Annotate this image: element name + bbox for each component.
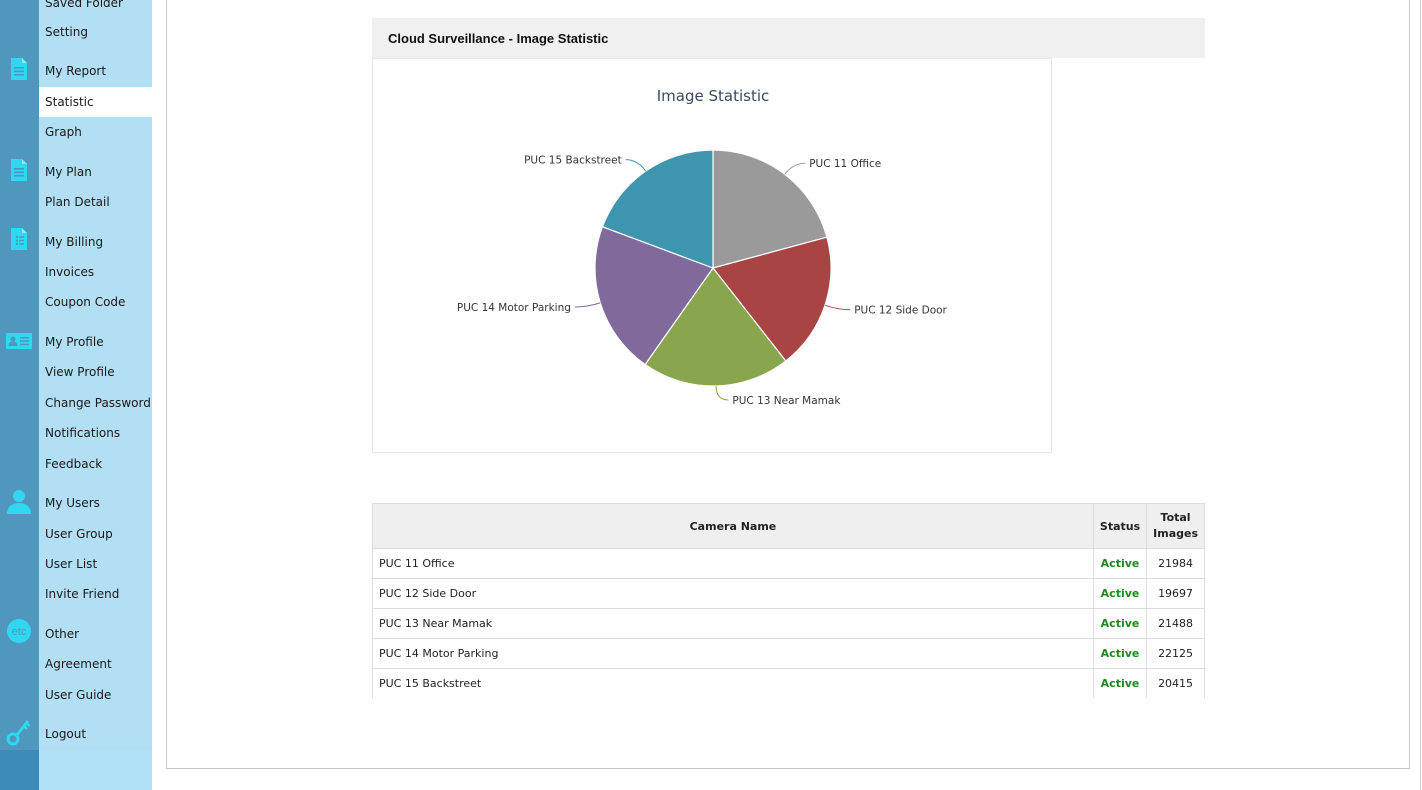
chart-title: Image Statistic <box>657 87 770 105</box>
sidebar-item-my-report[interactable]: My Report <box>45 64 107 78</box>
menu-footer <box>39 750 152 790</box>
icon-bar-footer <box>0 750 39 790</box>
sidebar-item-user-group[interactable]: User Group <box>45 527 113 541</box>
header-status: Status <box>1092 503 1148 549</box>
key-icon[interactable] <box>0 713 39 746</box>
total-images-cell: 20415 <box>1146 668 1205 698</box>
sidebar-item-feedback[interactable]: Feedback <box>45 457 103 471</box>
pie-chart-svg: Image Statistic PUC 11 Office PUC 12 Side… <box>457 87 948 407</box>
plan-icon[interactable] <box>0 154 39 184</box>
sidebar-item-agreement[interactable]: Agreement <box>45 657 112 671</box>
pie-data-label: PUC 12 Side Door <box>854 305 947 317</box>
camera-name-cell: PUC 15 Backstreet <box>372 668 1094 698</box>
header-total-line1: Total <box>1160 511 1191 524</box>
sidebar-item-other[interactable]: Other <box>45 627 80 641</box>
header-total-line2: Images <box>1153 527 1198 540</box>
status-cell: Active <box>1093 668 1148 698</box>
pie-connector <box>574 302 601 308</box>
total-images-cell: 19697 <box>1146 578 1205 609</box>
window-edge <box>1420 0 1421 790</box>
image-statistic-chart: Image Statistic PUC 11 Office PUC 12 Side… <box>372 58 1052 453</box>
status-cell: Active <box>1093 548 1148 579</box>
sidebar-item-setting[interactable]: Setting <box>45 25 88 39</box>
sidebar-item-statistic[interactable]: Statistic <box>39 87 152 117</box>
pie-data-label: PUC 13 Near Mamak <box>732 395 841 407</box>
camera-name-cell: PUC 13 Near Mamak <box>372 608 1094 639</box>
pie-connector <box>784 162 806 175</box>
table-row: PUC 11 Office Active 21984 <box>372 548 1205 579</box>
sidebar-item-coupon-code[interactable]: Coupon Code <box>45 295 126 309</box>
total-images-cell: 21984 <box>1146 548 1205 579</box>
header-camera-name: Camera Name <box>372 503 1094 549</box>
sidebar-item-user-list[interactable]: User List <box>45 557 98 571</box>
camera-name-cell: PUC 14 Motor Parking <box>372 638 1094 669</box>
panel-title: Cloud Surveillance - Image Statistic <box>372 18 1205 58</box>
sidebar-item-my-users[interactable]: My Users <box>45 496 100 510</box>
camera-name-cell: PUC 11 Office <box>372 548 1094 579</box>
table-header-row: Camera Name Status Total Images <box>372 503 1205 549</box>
user-icon[interactable] <box>0 484 39 514</box>
sidebar-item-view-profile[interactable]: View Profile <box>45 365 115 379</box>
status-cell: Active <box>1093 638 1148 669</box>
sidebar-item-logout[interactable]: Logout <box>45 727 87 741</box>
table-row: PUC 12 Side Door Active 19697 <box>372 578 1205 609</box>
sidebar-item-my-profile[interactable]: My Profile <box>45 335 104 349</box>
pie-slice-puc-13-near-mamak[interactable] <box>644 266 787 387</box>
sidebar-item-my-plan[interactable]: My Plan <box>45 165 92 179</box>
table-row: PUC 15 Backstreet Active 20415 <box>372 668 1205 698</box>
sidebar-item-plan-detail[interactable]: Plan Detail <box>45 195 110 209</box>
table-row: PUC 14 Motor Parking Active 22125 <box>372 638 1205 669</box>
sidebar-item-saved-folder[interactable]: Saved Folder <box>45 0 123 10</box>
sidebar-item-change-password[interactable]: Change Password <box>45 396 151 410</box>
table-row: PUC 13 Near Mamak Active 21488 <box>372 608 1205 639</box>
report-icon[interactable] <box>0 53 39 83</box>
pie-data-label: PUC 11 Office <box>809 158 881 170</box>
sidebar-item-my-billing[interactable]: My Billing <box>45 235 104 249</box>
sidebar-item-notifications[interactable]: Notifications <box>45 426 121 440</box>
pie-connector <box>715 385 729 401</box>
camera-name-cell: PUC 12 Side Door <box>372 578 1094 609</box>
sidebar-menu: Saved Folder Setting My Report Statistic Gra… <box>39 0 152 790</box>
total-images-cell: 21488 <box>1146 608 1205 639</box>
sidebar-item-invoices[interactable]: Invoices <box>45 265 95 279</box>
billing-icon[interactable] <box>0 223 39 253</box>
sidebar-item-graph[interactable]: Graph <box>45 125 82 139</box>
status-cell: Active <box>1093 608 1148 639</box>
etc-icon[interactable]: etc <box>0 614 39 644</box>
profile-card-icon[interactable] <box>0 326 39 356</box>
camera-statistic-table: Camera Name Status Total Images PUC 11 Of… <box>372 503 1205 698</box>
header-total-images: Total Images <box>1146 503 1205 549</box>
pie-data-label: PUC 14 Motor Parking <box>457 302 571 314</box>
sidebar-item-user-guide[interactable]: User Guide <box>45 688 112 702</box>
etc-icon-text: etc <box>12 626 27 638</box>
pie-connector <box>625 159 647 172</box>
pie-connector <box>824 304 851 311</box>
pie-slice-puc-12-side-door[interactable] <box>711 236 832 362</box>
total-images-cell: 22125 <box>1146 638 1205 669</box>
status-cell: Active <box>1093 578 1148 609</box>
pie-data-label: PUC 15 Backstreet <box>524 155 622 167</box>
sidebar-icon-bar: etc <box>0 0 39 790</box>
sidebar-item-invite-friend[interactable]: Invite Friend <box>45 587 120 601</box>
